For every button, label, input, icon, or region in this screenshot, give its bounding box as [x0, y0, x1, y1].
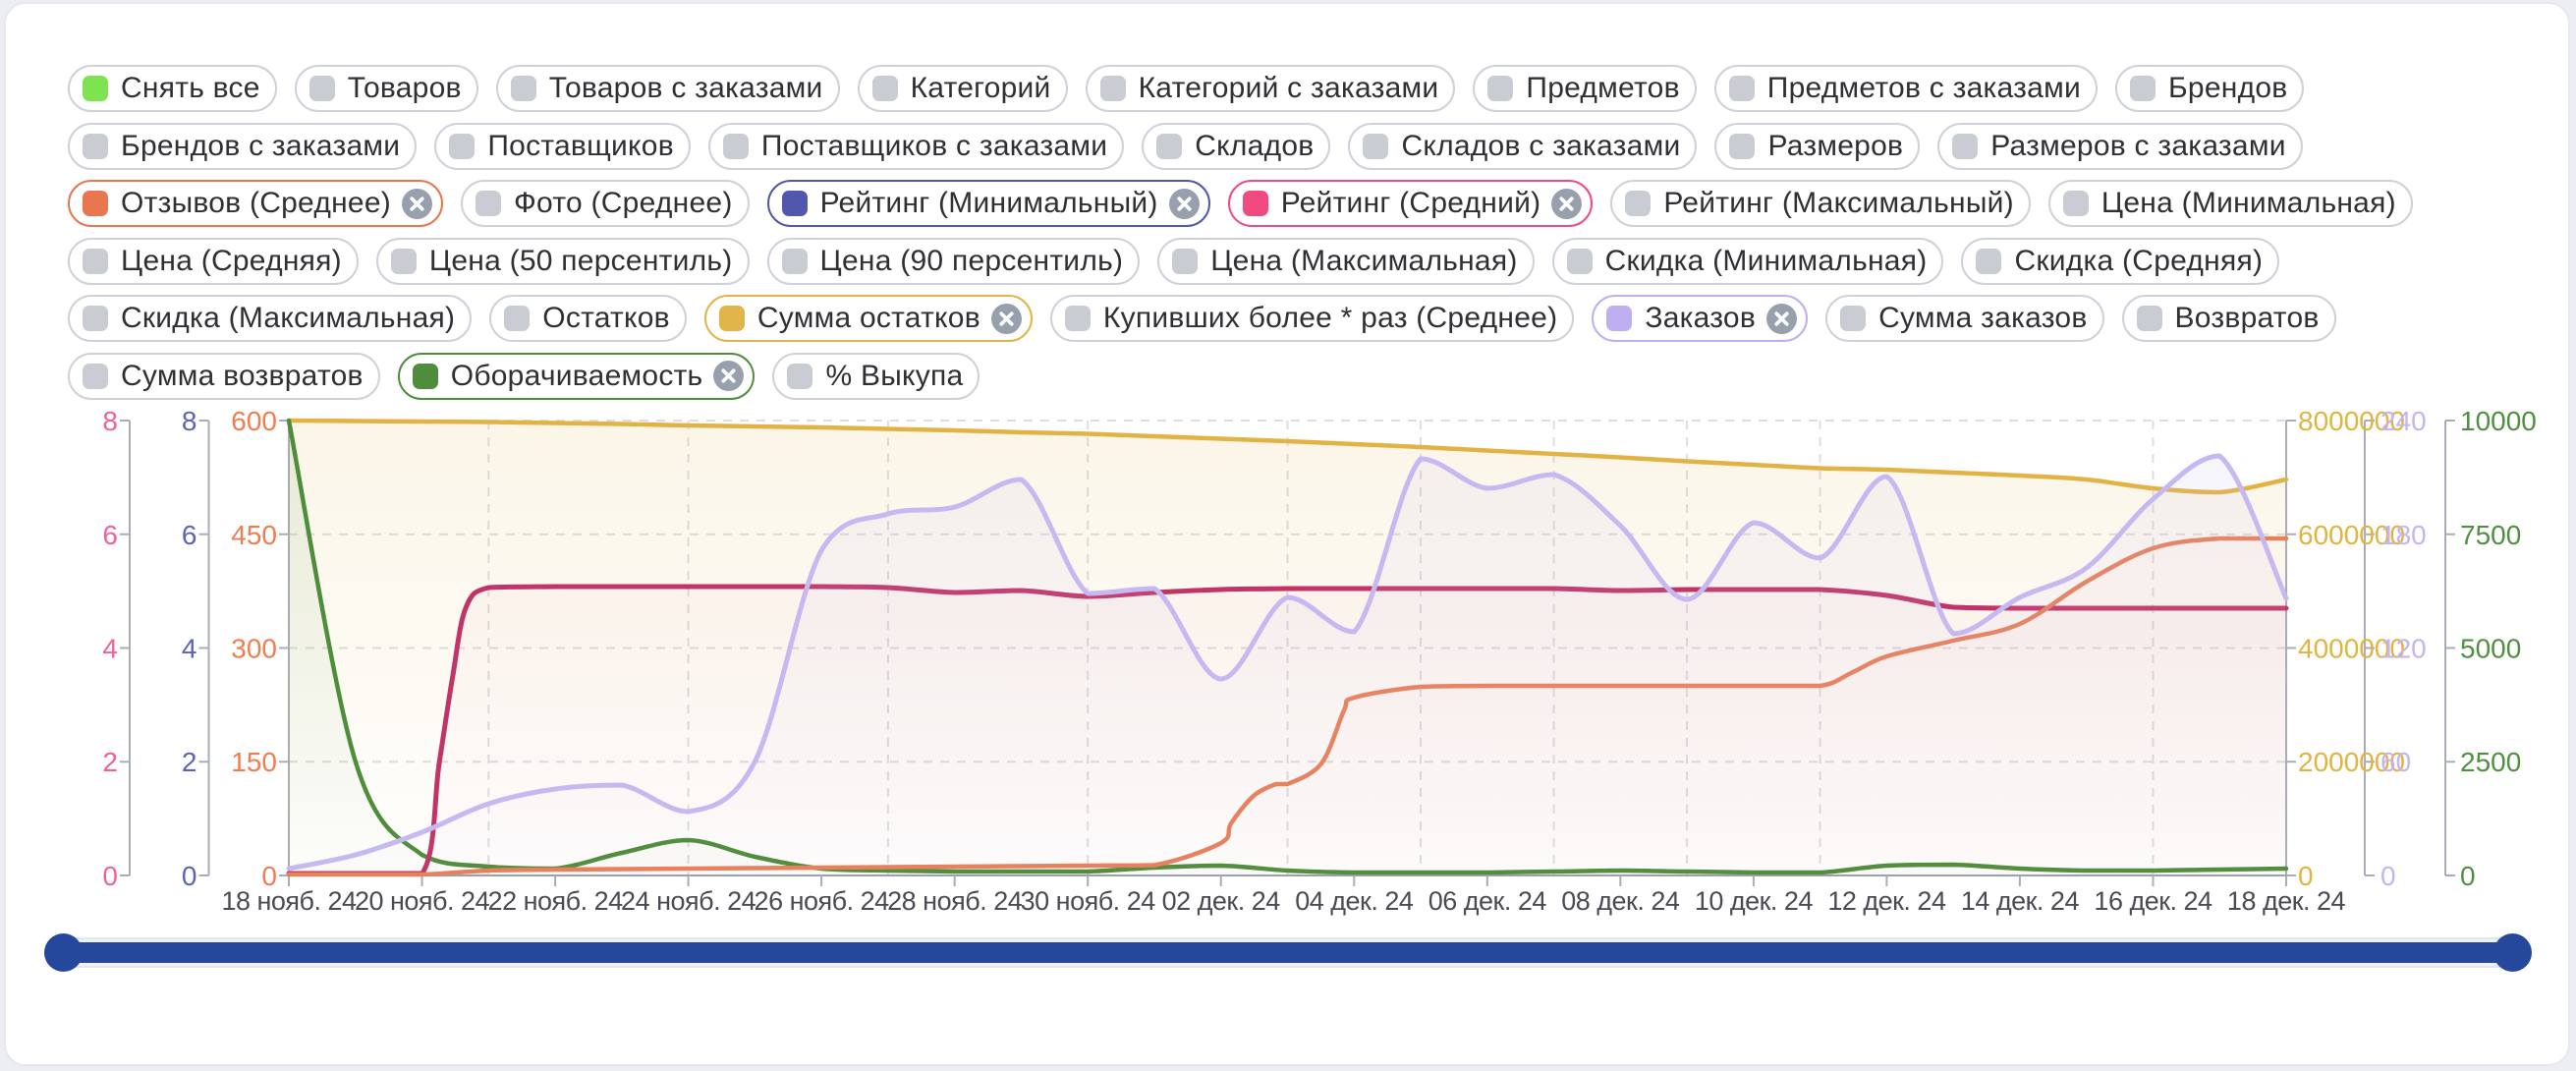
svg-text:8000000: 8000000: [2298, 406, 2405, 436]
svg-text:24 нояб. 24: 24 нояб. 24: [621, 886, 756, 916]
svg-text:8: 8: [182, 406, 197, 436]
svg-text:10 дек. 24: 10 дек. 24: [1695, 886, 1814, 916]
svg-text:0: 0: [261, 861, 277, 891]
svg-text:7500: 7500: [2460, 520, 2521, 550]
svg-text:20 нояб. 24: 20 нояб. 24: [355, 886, 490, 916]
svg-text:10000: 10000: [2460, 406, 2537, 436]
svg-text:18 дек. 24: 18 дек. 24: [2227, 886, 2346, 916]
svg-text:6000000: 6000000: [2298, 520, 2405, 550]
svg-text:18 нояб. 24: 18 нояб. 24: [221, 886, 357, 916]
svg-text:5000: 5000: [2460, 634, 2521, 664]
svg-text:30 нояб. 24: 30 нояб. 24: [1021, 886, 1156, 916]
svg-text:2: 2: [102, 747, 118, 777]
svg-text:6: 6: [182, 520, 197, 550]
svg-text:04 дек. 24: 04 дек. 24: [1295, 886, 1414, 916]
svg-text:8: 8: [102, 406, 118, 436]
svg-text:150: 150: [231, 747, 277, 777]
svg-text:26 нояб. 24: 26 нояб. 24: [755, 886, 890, 916]
svg-text:22 нояб. 24: 22 нояб. 24: [488, 886, 624, 916]
svg-text:2000000: 2000000: [2298, 747, 2405, 777]
svg-text:4: 4: [102, 634, 118, 664]
svg-text:0: 0: [2380, 861, 2396, 891]
svg-text:28 нояб. 24: 28 нояб. 24: [887, 886, 1023, 916]
svg-text:120: 120: [2380, 634, 2427, 664]
svg-text:450: 450: [231, 520, 277, 550]
svg-text:16 дек. 24: 16 дек. 24: [2094, 886, 2212, 916]
svg-text:600: 600: [231, 406, 277, 436]
svg-text:02 дек. 24: 02 дек. 24: [1162, 886, 1281, 916]
svg-text:4: 4: [182, 634, 197, 664]
svg-text:0: 0: [2298, 861, 2314, 891]
svg-text:06 дек. 24: 06 дек. 24: [1428, 886, 1547, 916]
svg-text:300: 300: [231, 634, 277, 664]
svg-text:6: 6: [102, 520, 118, 550]
svg-text:2500: 2500: [2460, 747, 2521, 777]
svg-text:4000000: 4000000: [2298, 634, 2405, 664]
svg-text:180: 180: [2380, 520, 2427, 550]
svg-text:0: 0: [182, 861, 197, 891]
svg-text:0: 0: [102, 861, 118, 891]
svg-text:14 дек. 24: 14 дек. 24: [1961, 886, 2080, 916]
svg-text:60: 60: [2380, 747, 2411, 777]
svg-text:12 дек. 24: 12 дек. 24: [1827, 886, 1946, 916]
svg-text:08 дек. 24: 08 дек. 24: [1561, 886, 1680, 916]
svg-text:2: 2: [182, 747, 197, 777]
svg-text:240: 240: [2380, 406, 2427, 436]
svg-text:0: 0: [2460, 861, 2476, 891]
